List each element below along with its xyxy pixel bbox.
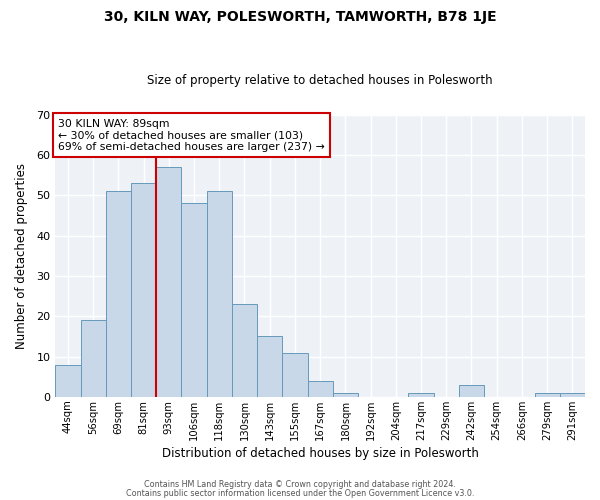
Bar <box>333 393 358 397</box>
Text: 30 KILN WAY: 89sqm
← 30% of detached houses are smaller (103)
69% of semi-detach: 30 KILN WAY: 89sqm ← 30% of detached hou… <box>58 119 325 152</box>
Bar <box>459 385 484 397</box>
Bar <box>181 204 206 397</box>
Bar <box>560 393 585 397</box>
Text: Contains public sector information licensed under the Open Government Licence v3: Contains public sector information licen… <box>126 488 474 498</box>
Bar <box>131 183 156 397</box>
Bar <box>156 167 181 397</box>
Bar <box>232 304 257 397</box>
Bar <box>55 364 80 397</box>
Bar <box>409 393 434 397</box>
Bar <box>283 352 308 397</box>
X-axis label: Distribution of detached houses by size in Polesworth: Distribution of detached houses by size … <box>162 447 479 460</box>
Bar <box>206 191 232 397</box>
Bar <box>106 191 131 397</box>
Y-axis label: Number of detached properties: Number of detached properties <box>15 162 28 348</box>
Title: Size of property relative to detached houses in Polesworth: Size of property relative to detached ho… <box>148 74 493 87</box>
Text: Contains HM Land Registry data © Crown copyright and database right 2024.: Contains HM Land Registry data © Crown c… <box>144 480 456 489</box>
Bar <box>80 320 106 397</box>
Bar <box>257 336 283 397</box>
Bar <box>308 381 333 397</box>
Text: 30, KILN WAY, POLESWORTH, TAMWORTH, B78 1JE: 30, KILN WAY, POLESWORTH, TAMWORTH, B78 … <box>104 10 496 24</box>
Bar <box>535 393 560 397</box>
